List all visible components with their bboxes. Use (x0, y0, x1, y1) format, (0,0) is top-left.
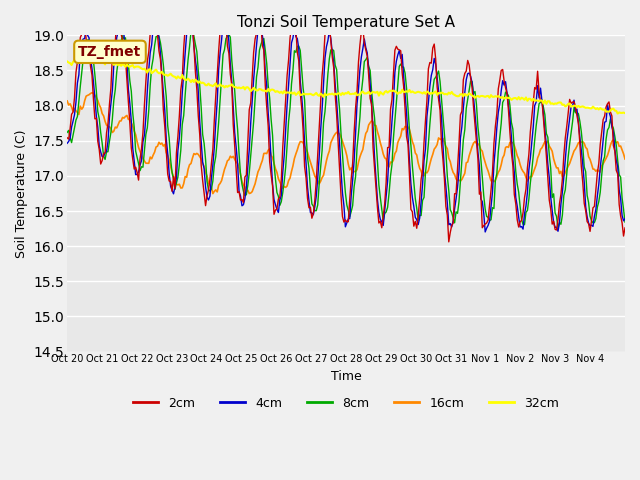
Text: TZ_fmet: TZ_fmet (78, 45, 141, 59)
Title: Tonzi Soil Temperature Set A: Tonzi Soil Temperature Set A (237, 15, 455, 30)
Legend: 2cm, 4cm, 8cm, 16cm, 32cm: 2cm, 4cm, 8cm, 16cm, 32cm (128, 392, 564, 415)
Y-axis label: Soil Temperature (C): Soil Temperature (C) (15, 129, 28, 258)
X-axis label: Time: Time (331, 370, 362, 383)
